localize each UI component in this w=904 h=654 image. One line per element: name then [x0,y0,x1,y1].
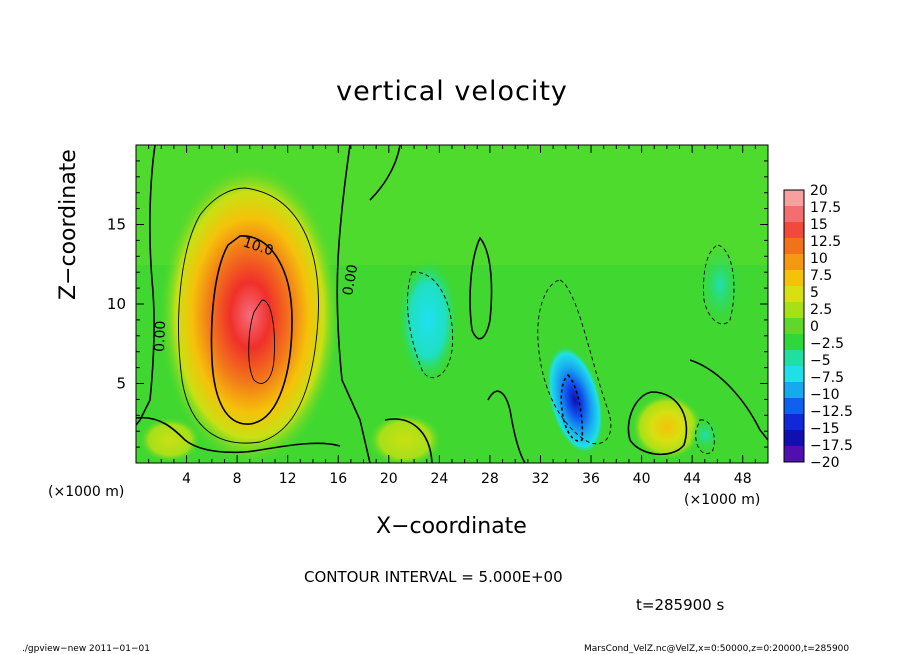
colorbar-swatch [784,350,804,367]
contour-zero-mid [336,145,371,463]
y-tick-label: 15 [107,216,126,234]
y-tick-label: 5 [116,375,126,393]
colorbar-label: 2.5 [810,302,832,318]
colorbar-swatch [784,318,804,335]
downdraft-right [698,243,742,327]
contour-5-main [178,187,319,444]
colorbar-label: 12.5 [810,234,841,250]
x-axis-title: X−coordinate [376,514,527,539]
colorbar-swatch [784,286,804,303]
contour-zero-east [627,391,688,456]
contour-interval: CONTOUR INTERVAL = 5.000E+00 [304,568,563,586]
colorbar-label: −10 [810,387,840,403]
contour-zero-left [136,145,156,426]
chart-title: vertical velocity [336,76,568,107]
y-axis: 5 10 15 [107,160,768,448]
contour-neg10-main [560,373,584,442]
colorbar-swatch [784,222,804,239]
colorbar-label: 5 [810,285,819,301]
x-tick-label: 44 [683,471,701,487]
contour-zero-thin [469,236,493,340]
colorbar-swatch [784,398,804,415]
colorbar-frame [783,189,805,463]
colorbar-swatch [784,430,804,447]
colorbar: 2017.51512.5107.552.50−2.5−5−7.5−10−12.5… [783,183,853,471]
contour-15-main [248,299,275,384]
updraft-low [369,414,441,463]
contour-neg-dash-right [703,244,735,325]
colorbar-swatch [784,254,804,271]
y-tick-label: 10 [107,295,126,313]
contour-neg-dash-low [695,419,715,454]
x-unit-label: (×1000 m) [684,492,761,508]
contour-lines [136,145,768,463]
contour-neg-dash-mid [407,271,454,379]
x-tick-label: 4 [182,471,191,487]
colorbar-swatch [784,190,804,207]
x-axis: 4 8 12 16 20 24 28 32 36 40 44 48 [148,145,756,487]
x-tick-label: 8 [233,471,242,487]
contour-10-main [210,235,293,425]
z-unit-label: (×1000 m) [48,484,125,500]
colorbar-label: −7.5 [810,370,844,386]
x-tick-label: 28 [481,471,499,487]
colorbar-label: 17.5 [810,200,841,216]
downdraft-low [689,417,721,453]
colorbar-label: −17.5 [810,438,853,454]
colorbar-swatch [784,238,804,255]
colorbar-swatch [784,302,804,319]
x-tick-label: 16 [329,471,347,487]
colorbar-swatch [784,382,804,399]
x-tick-label: 32 [532,471,550,487]
contour-label-zero-left: 0.00 [152,320,169,352]
x-tick-label: 12 [279,471,297,487]
contour-labels: 10.0 0.00 0.00 [152,235,361,353]
colorbar-label: 0 [810,319,819,335]
x-tick-label: 36 [582,471,600,487]
colorbar-label: 15 [810,217,828,233]
colorbar-label: 20 [810,183,828,199]
colorbar-swatch [784,270,804,287]
downdraft-mid [398,258,458,382]
colorbar-label: −12.5 [810,404,853,420]
colorbar-label: −15 [810,421,840,437]
x-tick-label: 40 [633,471,651,487]
colorbar-label: 10 [810,251,828,267]
heatmap-field [136,145,768,463]
colorbar-label: −5 [810,353,831,369]
x-tick-label: 20 [380,471,398,487]
contour-zero-base [136,416,341,454]
contour-label-zero-mid: 0.00 [340,263,361,296]
footer-left: ./gpview−new 2011−01−01 [22,644,150,654]
colorbar-swatch [784,206,804,223]
colorbar-label: 7.5 [810,268,832,284]
updraft-lowleft [140,418,200,462]
y-axis-title: Z−coordinate [56,149,81,300]
contour-zero-band [369,145,401,201]
contour-zero-lowmid [384,390,526,463]
colorbar-label: −20 [810,455,840,471]
footer-right: MarsCond_VelZ.nc@VelZ,x=0:50000,z=0:2000… [584,644,850,654]
colorbar-swatch [784,366,804,383]
downdraft-main [546,345,604,455]
colorbar-swatch [784,414,804,431]
x-tick-label: 24 [430,471,448,487]
contour-zero-lowright [689,359,768,441]
x-tick-label: 48 [734,471,752,487]
contour-neg-dash-main [537,279,612,445]
colorbar-label: −2.5 [810,336,844,352]
time-stamp: t=285900 s [636,596,725,614]
colorbar-swatch [784,446,804,463]
updraft-main [160,165,340,463]
colorbar-swatch [784,334,804,351]
